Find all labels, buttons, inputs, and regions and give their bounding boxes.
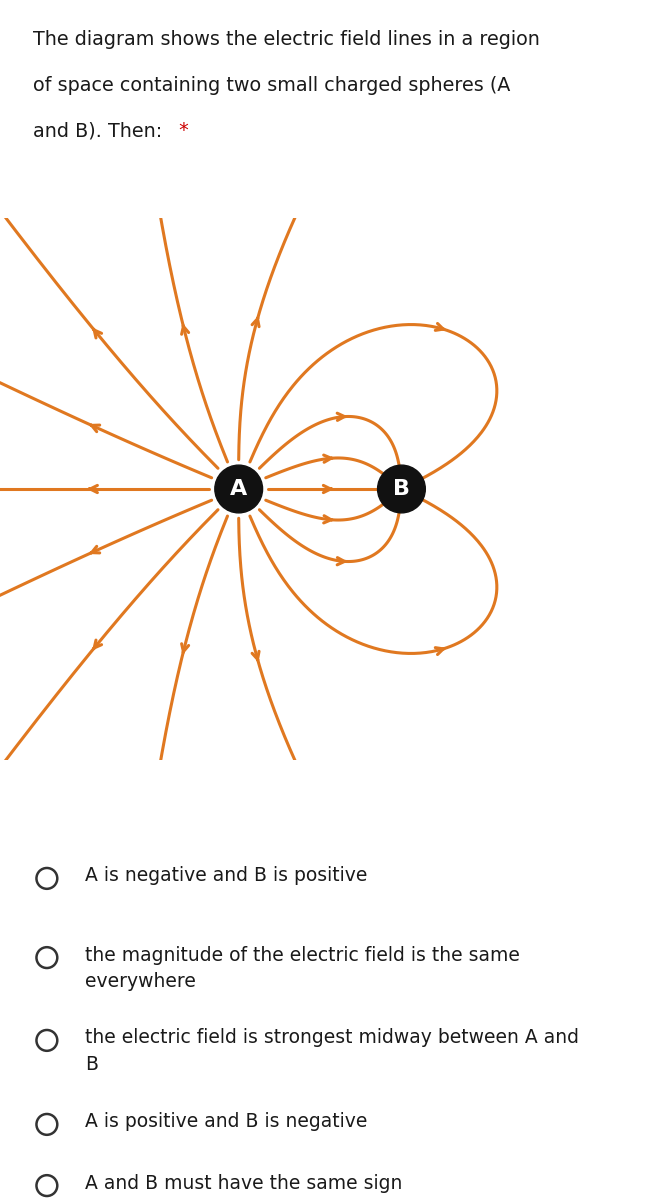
Text: A is positive and B is negative: A is positive and B is negative <box>85 1112 367 1132</box>
Text: the electric field is strongest midway between A and
B: the electric field is strongest midway b… <box>85 1028 579 1074</box>
Text: A is negative and B is positive: A is negative and B is positive <box>85 866 367 886</box>
Text: and B). Then:: and B). Then: <box>33 121 162 140</box>
Text: of space containing two small charged spheres (A: of space containing two small charged sp… <box>33 76 510 95</box>
Text: A: A <box>230 479 247 499</box>
Text: *: * <box>173 121 188 140</box>
Text: The diagram shows the electric field lines in a region: The diagram shows the electric field lin… <box>33 30 540 49</box>
Text: A and B must have the same sign: A and B must have the same sign <box>85 1174 402 1193</box>
Text: the magnitude of the electric field is the same
everywhere: the magnitude of the electric field is t… <box>85 946 519 991</box>
Circle shape <box>378 466 425 512</box>
Circle shape <box>215 466 262 512</box>
Text: B: B <box>393 479 410 499</box>
